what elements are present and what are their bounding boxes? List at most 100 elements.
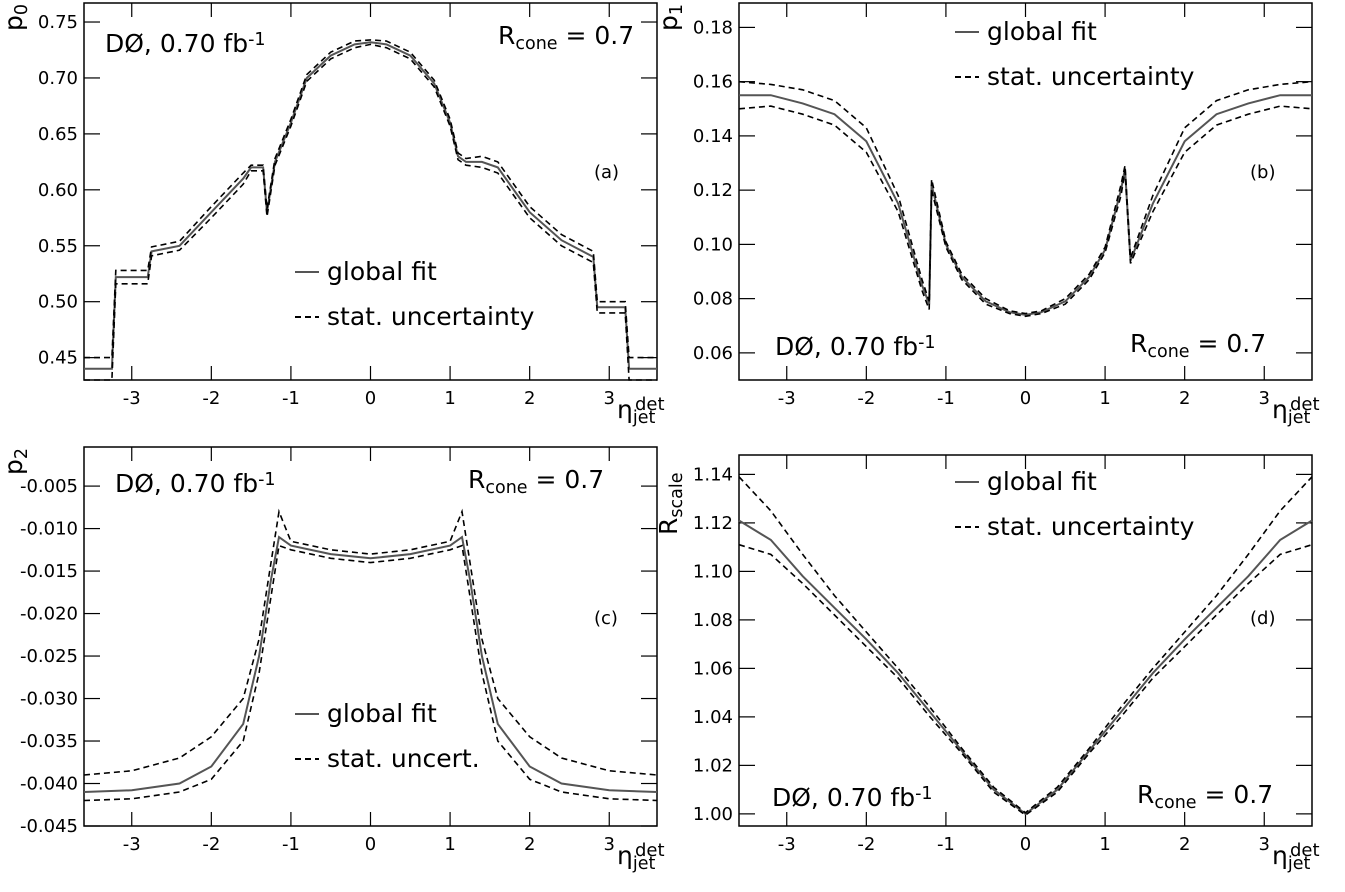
panel-label: (b)	[1250, 162, 1275, 183]
text-part: p	[0, 459, 28, 475]
sub-text: scale	[667, 473, 687, 518]
x-axis-label-sup: det	[635, 840, 665, 861]
text-part: η	[617, 395, 633, 424]
x-tick-label: -2	[202, 834, 220, 855]
text-part: η	[1272, 841, 1288, 870]
text-part: η	[1272, 395, 1288, 424]
text-part: DØ, 0.70 fb	[775, 332, 918, 361]
x-tick-label: -2	[857, 388, 875, 409]
y-tick-label: -0.025	[20, 646, 78, 667]
x-axis-label-sup: det	[635, 394, 665, 415]
sub-text: cone	[485, 478, 527, 498]
plot-frame	[738, 454, 1313, 827]
text-part: DØ, 0.70 fb	[772, 783, 915, 812]
y-tick-label: 1.06	[693, 658, 733, 679]
y-tick-label: 0.08	[693, 289, 733, 310]
sub-text: jet	[1287, 854, 1311, 874]
text-part: = 0.7	[528, 465, 605, 494]
sub-text: cone	[1154, 793, 1196, 813]
fit-line	[738, 519, 1313, 816]
y-tick-label: 1.02	[693, 755, 733, 776]
y-tick-label: 0.12	[693, 180, 733, 201]
y-tick-label: 1.08	[693, 610, 733, 631]
x-tick-label: 3	[604, 388, 615, 409]
y-tick-label: 1.12	[693, 513, 733, 534]
uncertainty-line	[84, 43, 657, 381]
sub-text: jet	[632, 854, 656, 874]
x-axis-label-sup: det	[1290, 394, 1320, 415]
sub-text: jet	[1287, 408, 1311, 428]
panel-label: (c)	[594, 608, 618, 629]
x-tick-label: 0	[1020, 388, 1031, 409]
sup-text: -1	[248, 30, 265, 50]
text-part: R	[1137, 780, 1154, 809]
legend-label: stat. uncert.	[327, 744, 480, 773]
x-tick-label: 2	[524, 834, 535, 855]
y-tick-label: 0.60	[38, 180, 78, 201]
y-tick-label: -0.020	[20, 604, 78, 625]
x-tick-label: 0	[365, 834, 376, 855]
x-tick-label: 3	[604, 834, 615, 855]
panel-label: (d)	[1250, 608, 1275, 629]
uncertainty-line	[83, 508, 658, 776]
x-tick-label: 3	[1259, 834, 1270, 855]
y-tick-label: 1.10	[693, 561, 733, 582]
x-tick-label: -1	[282, 388, 300, 409]
uncertainty-line	[738, 105, 1313, 318]
cone-label: Rcone = 0.7	[1130, 329, 1266, 362]
y-tick-label: 0.65	[38, 124, 78, 145]
uncertainty-line	[738, 543, 1313, 817]
text-part: R	[1130, 329, 1147, 358]
y-tick-label: -0.030	[20, 689, 78, 710]
y-tick-label: -0.010	[20, 519, 78, 540]
experiment-label: DØ, 0.70 fb-1	[115, 469, 276, 498]
x-tick-label: -3	[778, 834, 796, 855]
x-tick-label: 2	[1179, 834, 1190, 855]
y-tick-label: -0.005	[20, 476, 78, 497]
y-tick-label: 0.14	[693, 126, 733, 147]
sub-text: 0	[12, 4, 32, 15]
x-axis-label: ηjet	[617, 841, 655, 874]
fit-line	[83, 535, 658, 793]
experiment-label: DØ, 0.70 fb-1	[105, 29, 266, 58]
y-tick-label: 0.75	[38, 12, 78, 33]
y-tick-label: 0.55	[38, 236, 78, 257]
x-axis-label: ηjet	[1272, 841, 1310, 874]
y-tick-label: 1.14	[693, 464, 733, 485]
fit-line	[84, 41, 657, 370]
y-tick-label: -0.045	[20, 816, 78, 837]
fit-line	[739, 94, 1312, 316]
y-tick-label: 0.45	[38, 348, 78, 369]
y-tick-label: -0.015	[20, 561, 78, 582]
plot-frame	[738, 2, 1313, 381]
uncertainty-line	[83, 544, 658, 802]
sub-text: jet	[632, 408, 656, 428]
y-tick-label: 1.00	[693, 804, 733, 825]
y-tick-label: 0.70	[38, 68, 78, 89]
x-tick-label: 0	[1020, 834, 1031, 855]
y-axis-label: p0	[0, 4, 32, 31]
sub-text: cone	[515, 34, 557, 54]
legend-label: global fit	[987, 467, 1097, 496]
y-axis-label: Rscale	[654, 473, 687, 535]
y-tick-label: 0.18	[693, 17, 733, 38]
x-tick-label: 2	[524, 388, 535, 409]
uncertainty-line	[738, 476, 1313, 814]
text-part: = 0.7	[1190, 329, 1267, 358]
legend-label: global fit	[327, 257, 437, 286]
text-part: DØ, 0.70 fb	[115, 469, 258, 498]
experiment-label: DØ, 0.70 fb-1	[772, 783, 933, 812]
x-tick-label: -3	[123, 388, 141, 409]
x-tick-label: 3	[1259, 388, 1270, 409]
x-tick-label: 1	[1099, 388, 1110, 409]
y-tick-label: 1.04	[693, 707, 733, 728]
experiment-label: DØ, 0.70 fb-1	[775, 332, 936, 361]
y-tick-label: 0.06	[693, 343, 733, 364]
cone-label: Rcone = 0.7	[1137, 780, 1273, 813]
text-part: = 0.7	[1197, 780, 1274, 809]
x-tick-label: 2	[1179, 388, 1190, 409]
legend-label: stat. uncertainty	[327, 302, 535, 331]
legend-label: stat. uncertainty	[987, 62, 1195, 91]
text-part: R	[654, 518, 683, 535]
